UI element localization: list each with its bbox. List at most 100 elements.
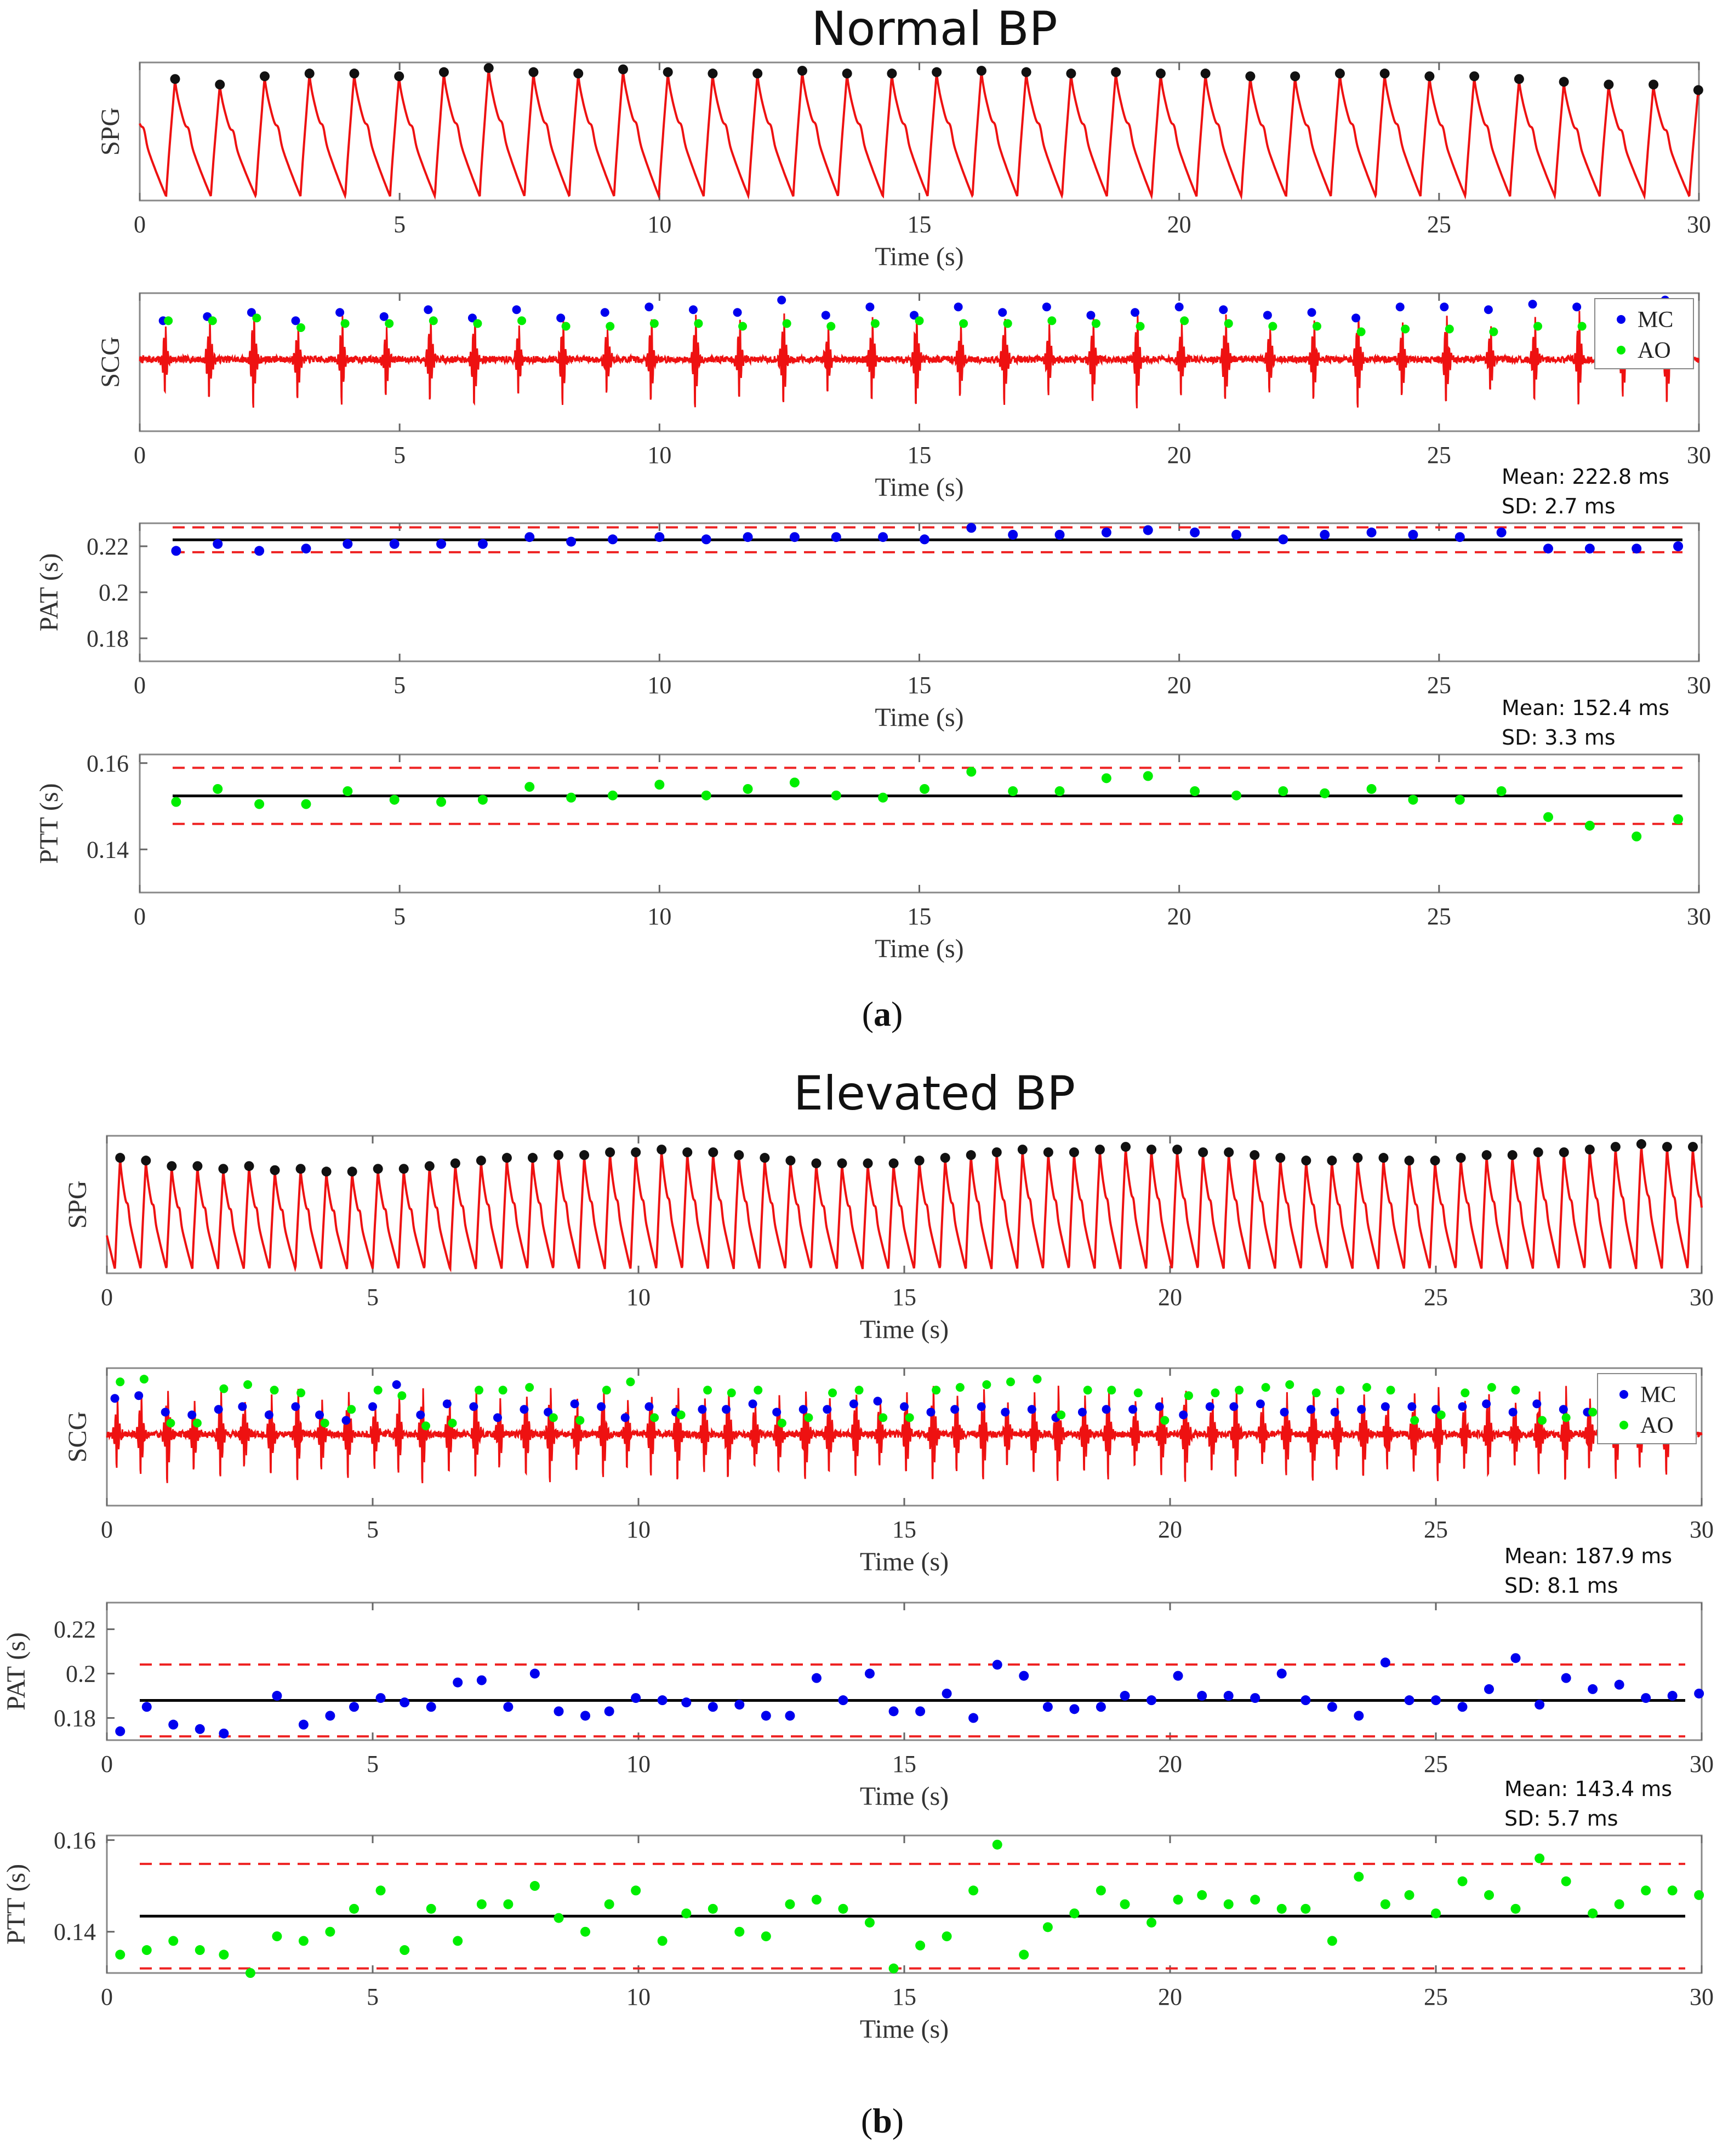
pat-data-point [681,1697,692,1708]
pat-data-point [554,1706,564,1717]
b-spg-x-tick-label: 5 [367,1284,379,1311]
scg-ao-marker [1461,1388,1470,1398]
spg-peak-marker [887,68,897,79]
scg-ao-marker [1445,324,1454,334]
pat-sd-annotation: SD: 8.1 ms [1504,1574,1618,1598]
scg-ao-marker [1160,1416,1170,1425]
scg-ao-marker [192,1419,202,1428]
b-spg-x-tick-label: 15 [892,1284,916,1311]
a-scg-x-tick-label: 20 [1167,442,1191,468]
caption-a-close: ) [891,994,903,1033]
pat-y-tick-label: 0.18 [87,625,129,652]
spg-peak-marker [940,1153,950,1163]
scg-mc-marker [379,312,389,321]
ptt-data-point [580,1926,590,1937]
scg-ao-marker [1487,1383,1496,1392]
b-spg-x-tick-label: 10 [626,1284,651,1311]
spg-peak-marker [304,68,315,79]
ptt-data-point [343,786,353,796]
pat-data-point [1042,1702,1053,1712]
a-pat-panel: 0 5 10 15 20 25 30 Time (s) PAT (s) 0.18 0.2 0.22 Me… [35,465,1711,732]
pat-data-point [1673,541,1684,551]
spg-peak-marker [483,63,494,73]
pat-data-point [785,1711,795,1721]
pat-data-point [1190,527,1200,537]
spg-peak-marker [1456,1153,1466,1163]
a-ptt-x-tick-label: 5 [393,903,406,930]
scg-mc-marker [1407,1402,1417,1411]
scg-ao-marker [1285,1380,1294,1389]
spg-peak-marker [1559,1147,1569,1158]
figure-a-title: Normal BP [811,2,1057,56]
scg-ao-marker [782,319,791,328]
scg-mc-marker [926,1408,936,1417]
spg-peak-marker [1693,85,1703,95]
ptt-data-point [272,1931,282,1942]
scg-ao-marker [575,1416,585,1425]
spg-peak-marker [321,1166,332,1177]
scg-ao-marker [340,319,350,328]
scg-mc-marker [1307,308,1316,317]
spg-peak-marker [394,71,404,82]
legend-label-mc: MC [1638,307,1673,333]
pat-data-point [1320,530,1330,540]
scg-mc-marker [1042,302,1051,312]
scg-ao-marker [1136,322,1145,331]
spg-peak-marker [991,1147,1002,1158]
spg-peak-marker [1155,68,1166,79]
ptt-data-point [1484,1890,1494,1900]
ptt-data-point [400,1945,410,1955]
spg-peak-marker [347,1166,357,1177]
ptt-data-point [968,1885,979,1896]
pat-data-point [1276,1668,1287,1679]
scg-mc-marker [556,313,566,323]
caption-b-close: ) [892,2101,904,2140]
scg-mc-marker [1482,1399,1491,1409]
scg-ao-marker [296,323,305,332]
pat-y-tick-label: 0.22 [87,533,129,560]
scg-mc-marker [998,308,1007,317]
scg-ao-marker [1336,1386,1345,1395]
b-pat-x-tick-label: 30 [1690,1751,1714,1777]
spg-peak-marker [1662,1142,1672,1152]
scg-mc-marker [1572,302,1582,312]
figure-a: Normal BP 0 5 10 15 20 25 30 Time (s) SPG 0 5 10 15… [35,2,1711,1033]
scg-mc-marker [1559,1405,1568,1414]
b-ptt-x-tick-label: 30 [1690,1983,1714,2010]
ptt-data-point [325,1926,335,1937]
scg-mc-marker [368,1402,377,1411]
b-spg-panel: 0 5 10 15 20 25 30 Time (s) SPG [63,1135,1714,1344]
scg-ao-marker [116,1377,125,1387]
spg-peak-marker [295,1164,306,1174]
scg-mc-marker [424,305,433,314]
pat-data-point [1069,1704,1080,1714]
ptt-data-point [453,1936,463,1946]
ptt-data-point [878,792,888,803]
ptt-data-point [375,1885,386,1896]
pat-data-point [1543,544,1553,554]
ptt-data-point [1300,1903,1311,1914]
a-scg-x-tick-label: 0 [134,442,146,468]
pat-data-point [1223,1691,1234,1701]
spg-peak-marker [1379,68,1390,79]
scg-mc-marker [698,1405,707,1414]
scg-mc-marker [247,308,256,317]
figure-b-caption: (b) [861,2101,904,2140]
spg-peak-marker [1424,71,1435,82]
a-spg-x-tick-label: 0 [134,211,146,238]
spg-peak-marker [1636,1139,1646,1150]
a-pat-x-tick-label: 0 [134,672,146,699]
pat-data-point [1300,1695,1311,1706]
scg-mc-marker [392,1380,401,1389]
spg-peak-marker [797,66,807,76]
spg-peak-marker [1094,1145,1105,1155]
spg-peak-marker [501,1153,512,1163]
ptt-data-point [1173,1895,1183,1905]
scg-ao-marker [738,322,748,331]
pat-data-point [453,1677,463,1688]
a-scg-y-axis-label: SCG [96,336,125,387]
ptt-data-point [1096,1885,1106,1896]
pat-data-point [864,1668,875,1679]
spg-peak-marker [811,1158,822,1169]
ptt-data-point [1694,1890,1704,1900]
